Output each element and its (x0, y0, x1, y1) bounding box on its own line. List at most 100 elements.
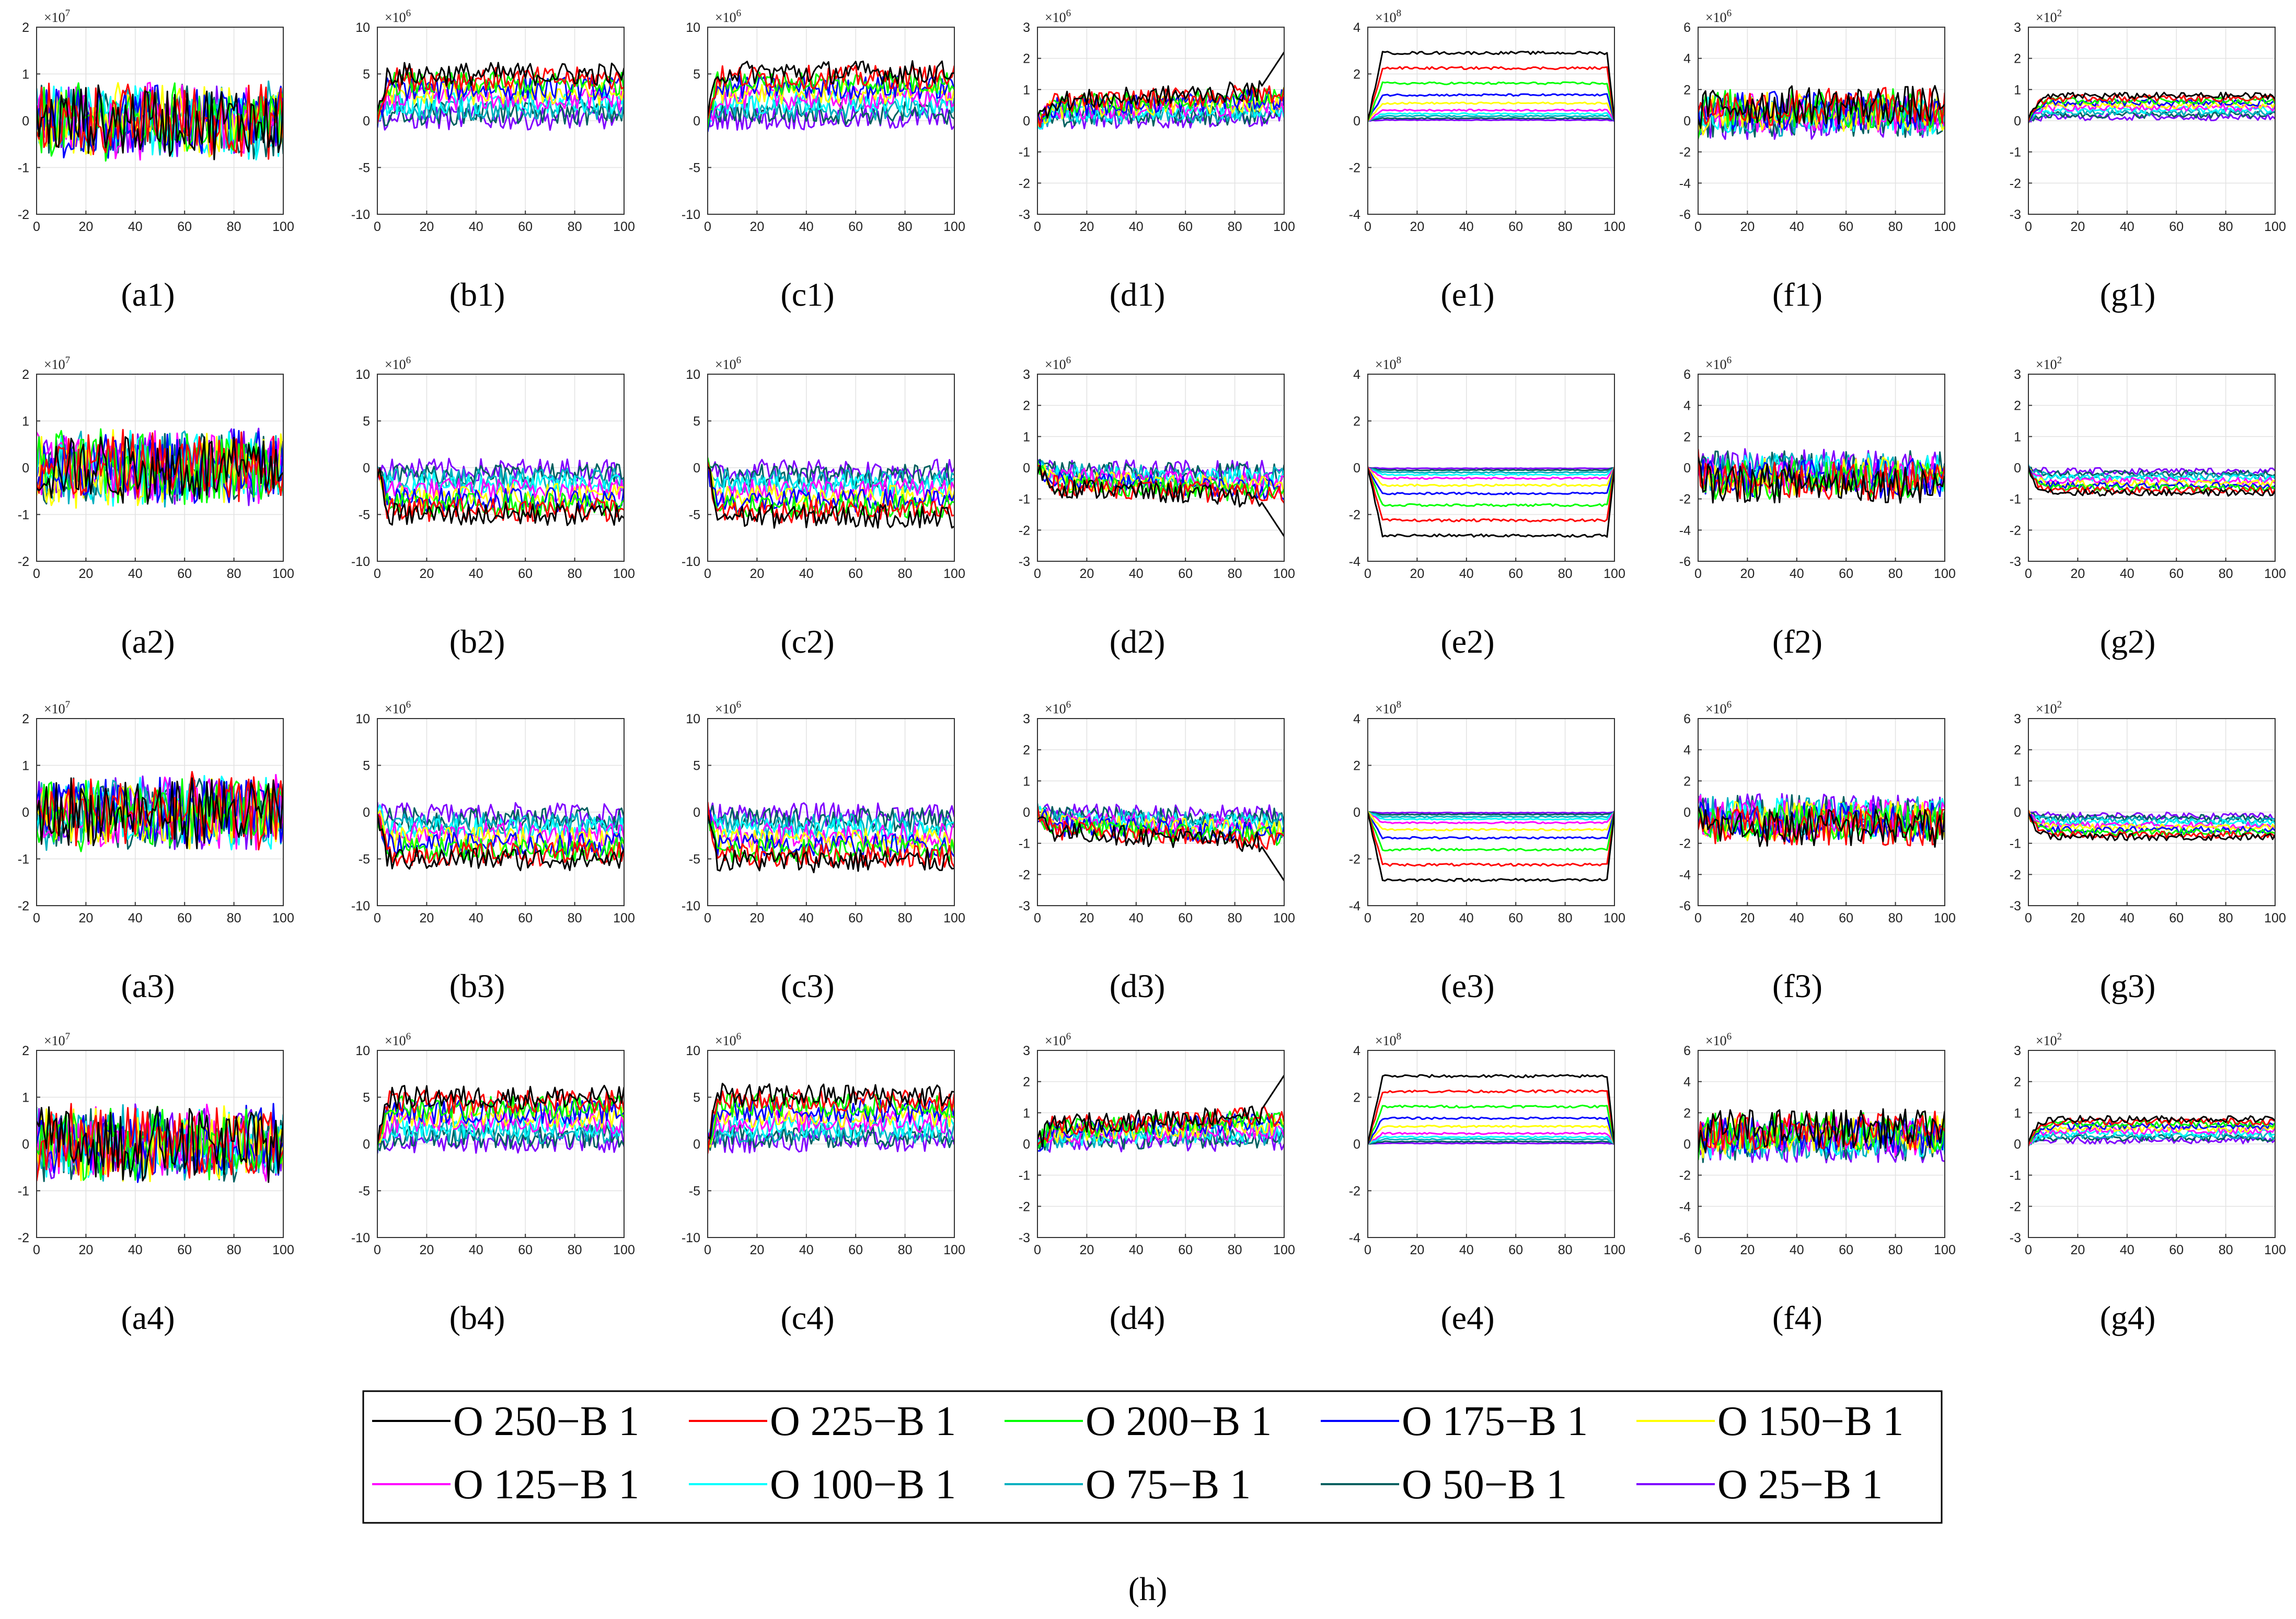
subplot-c4: 0 20 40 60 80 100 -10 -5 0 5 10 ×106 (c4) (682, 1031, 965, 1336)
y-tick-label: 0 (363, 461, 370, 476)
exponent-label: ×106 (715, 1031, 741, 1048)
x-tick-label: 0 (704, 1243, 711, 1257)
series-line-1 (2028, 812, 2275, 841)
x-tick-label: 40 (2120, 219, 2135, 234)
y-tick-label: 2 (1023, 399, 1030, 413)
plot-frame (707, 27, 955, 215)
exponent-label: ×108 (1375, 8, 1401, 25)
y-tick-label: 0 (2014, 1137, 2021, 1152)
exponent-label: ×106 (1045, 355, 1071, 372)
subplot-g2: 0 20 40 60 80 100 -3 -2 -1 0 1 2 3 ×102 (g2) (2010, 355, 2286, 660)
series-line-5 (1037, 1115, 1284, 1145)
y-tick-label: 4 (1683, 52, 1691, 66)
exponent-label: ×108 (1375, 355, 1401, 372)
y-tick-label: -4 (1679, 176, 1691, 191)
exponent-label: ×106 (385, 355, 411, 372)
series-line-1 (1698, 456, 1945, 504)
series-line-1 (1037, 465, 1284, 537)
y-tick-label: 4 (1353, 712, 1360, 726)
series-line-8 (377, 96, 624, 121)
series-line-7 (1368, 466, 1614, 477)
exponent-label: ×106 (1045, 1031, 1071, 1048)
x-tick-label: 20 (419, 1243, 434, 1257)
plot-frame (36, 1050, 284, 1238)
series-line-1 (377, 1084, 624, 1146)
plot-frame (1698, 1050, 1945, 1238)
y-tick-label: 2 (22, 20, 29, 35)
series-line-3 (1037, 87, 1284, 120)
series-group (1698, 85, 1945, 140)
x-tick-label: 0 (1364, 219, 1371, 234)
y-tick-label: 0 (1023, 114, 1030, 129)
panel-caption: (d1) (1110, 276, 1166, 313)
y-tick-label: 1 (22, 67, 29, 82)
x-tick-label: 40 (1459, 219, 1474, 234)
exponent-label: ×106 (715, 355, 741, 372)
x-tick-label: 100 (1603, 911, 1625, 926)
y-tick-label: 3 (2014, 712, 2021, 726)
x-tick-label: 20 (1079, 1243, 1094, 1257)
plot-frame (1698, 27, 1945, 215)
plot-frame (377, 27, 625, 215)
series-group (1037, 51, 1284, 130)
series-line-1 (1037, 51, 1284, 119)
series-group (2028, 1115, 2275, 1147)
series-group (37, 1103, 283, 1183)
plot-frame (707, 718, 955, 906)
panel-caption: (b1) (449, 276, 505, 313)
x-tick-label: 100 (1934, 911, 1956, 926)
subplot-f1: 0 20 40 60 80 100 -6 -4 -2 0 2 4 6 ×106 (f1) (1679, 8, 1956, 313)
y-tick-label: -3 (2010, 554, 2021, 569)
panel-caption: (e2) (1440, 623, 1494, 660)
y-tick-label: -2 (18, 1231, 29, 1245)
series-line-4 (1698, 801, 1945, 843)
x-tick-label: 100 (2264, 566, 2286, 581)
panel-caption: (c4) (780, 1299, 834, 1336)
legend-entry: O 225−B 1 (689, 1398, 956, 1444)
x-tick-label: 20 (1079, 219, 1094, 234)
x-tick-label: 0 (704, 911, 711, 926)
y-tick-label: -5 (689, 852, 700, 867)
x-tick-label: 40 (1129, 1243, 1144, 1257)
series-line-2 (377, 814, 624, 867)
legend-entry: O 250−B 1 (372, 1398, 639, 1444)
y-tick-label: -2 (1349, 508, 1360, 523)
x-tick-label: 60 (2169, 219, 2184, 234)
series-line-10 (1368, 1142, 1614, 1146)
x-tick-label: 40 (799, 911, 814, 926)
x-tick-label: 80 (1558, 566, 1573, 581)
plot-frame (1037, 374, 1285, 562)
x-tick-label: 60 (848, 566, 863, 581)
series-line-10 (1368, 119, 1614, 122)
x-tick-label: 100 (1603, 566, 1625, 581)
y-tick-label: 1 (2014, 774, 2021, 789)
series-group (1037, 458, 1284, 537)
exponent-label: ×102 (2036, 699, 2062, 716)
series-group (1037, 1074, 1284, 1153)
series-line-2 (708, 461, 954, 524)
y-tick-label: -4 (1679, 1199, 1691, 1214)
subplot-d3: 0 20 40 60 80 100 -3 -2 -1 0 1 2 3 ×106 (d3) (1019, 699, 1295, 1004)
y-tick-label: 0 (1353, 1137, 1360, 1152)
x-tick-label: 20 (1079, 566, 1094, 581)
series-line-7 (1368, 812, 1614, 821)
x-tick-label: 40 (128, 219, 143, 234)
panel-caption: (b2) (449, 623, 505, 660)
series-group (1037, 803, 1284, 882)
x-tick-label: 100 (1934, 1243, 1956, 1257)
x-tick-label: 40 (1129, 566, 1144, 581)
exponent-label: ×106 (1705, 355, 1732, 372)
series-line-4 (1368, 93, 1614, 122)
exponent-label: ×102 (2036, 8, 2062, 25)
series-line-9 (377, 463, 624, 488)
x-tick-label: 40 (128, 1243, 143, 1257)
x-tick-label: 20 (1740, 1243, 1755, 1257)
y-tick-label: -5 (689, 508, 700, 523)
y-tick-label: 1 (1023, 83, 1030, 97)
series-group (2028, 91, 2275, 124)
subplot-f2: 0 20 40 60 80 100 -6 -4 -2 0 2 4 6 ×106 (f2) (1679, 355, 1956, 660)
y-tick-label: 10 (686, 1044, 700, 1058)
series-line-3 (37, 82, 283, 162)
series-line-1 (1368, 468, 1614, 538)
series-group (1368, 51, 1614, 122)
